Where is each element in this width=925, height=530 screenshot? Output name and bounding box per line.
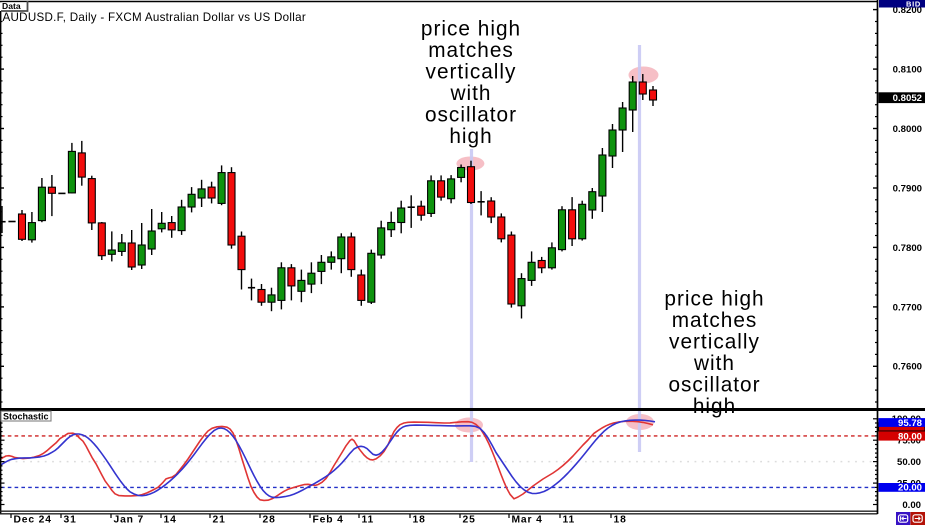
svg-text:0.7600: 0.7600 [893,362,922,373]
svg-text:matches: matches [428,39,514,62]
svg-text:0.8000: 0.8000 [893,124,922,135]
svg-text:oscillator: oscillator [425,104,517,127]
svg-text:with: with [450,82,492,105]
svg-text:Dec 24: Dec 24 [14,515,52,526]
svg-text:50.00: 50.00 [897,457,921,468]
svg-text:28: 28 [263,515,276,526]
svg-text:0.7800: 0.7800 [893,243,922,254]
svg-text:25: 25 [463,515,476,526]
svg-text:80.00: 80.00 [898,431,922,442]
svg-text:11: 11 [563,515,576,526]
svg-text:high: high [449,125,492,148]
svg-text:18: 18 [614,515,627,526]
svg-text:AUDUSD.F, Daily - FXCM Austral: AUDUSD.F, Daily - FXCM Australian Dollar… [3,11,306,24]
svg-text:0.00: 0.00 [902,500,921,511]
svg-text:Mar 4: Mar 4 [512,515,543,526]
svg-text:11: 11 [362,515,375,526]
svg-text:Feb 4: Feb 4 [313,515,344,526]
svg-text:21: 21 [213,515,226,526]
svg-text:Jan 7: Jan 7 [114,515,145,526]
svg-text:18: 18 [413,515,426,526]
svg-text:0.8100: 0.8100 [893,64,922,75]
svg-text:matches: matches [672,309,758,332]
svg-text:price high: price high [664,288,764,311]
svg-text:0.8052: 0.8052 [893,93,922,104]
svg-text:31: 31 [64,515,77,526]
svg-text:price high: price high [421,18,521,41]
svg-text:95.78: 95.78 [898,418,923,429]
svg-text:vertically: vertically [669,331,760,354]
svg-text:0.7900: 0.7900 [893,183,922,194]
svg-text:with: with [693,352,735,375]
svg-text:vertically: vertically [426,61,517,84]
svg-text:Stochastic: Stochastic [3,411,49,421]
svg-text:Data: Data [2,1,21,11]
svg-text:BID: BID [906,0,921,9]
svg-text:20.00: 20.00 [898,483,922,494]
svg-text:14: 14 [164,515,177,526]
svg-text:high: high [693,395,736,418]
svg-text:0.7700: 0.7700 [893,302,922,313]
svg-text:oscillator: oscillator [668,374,760,397]
